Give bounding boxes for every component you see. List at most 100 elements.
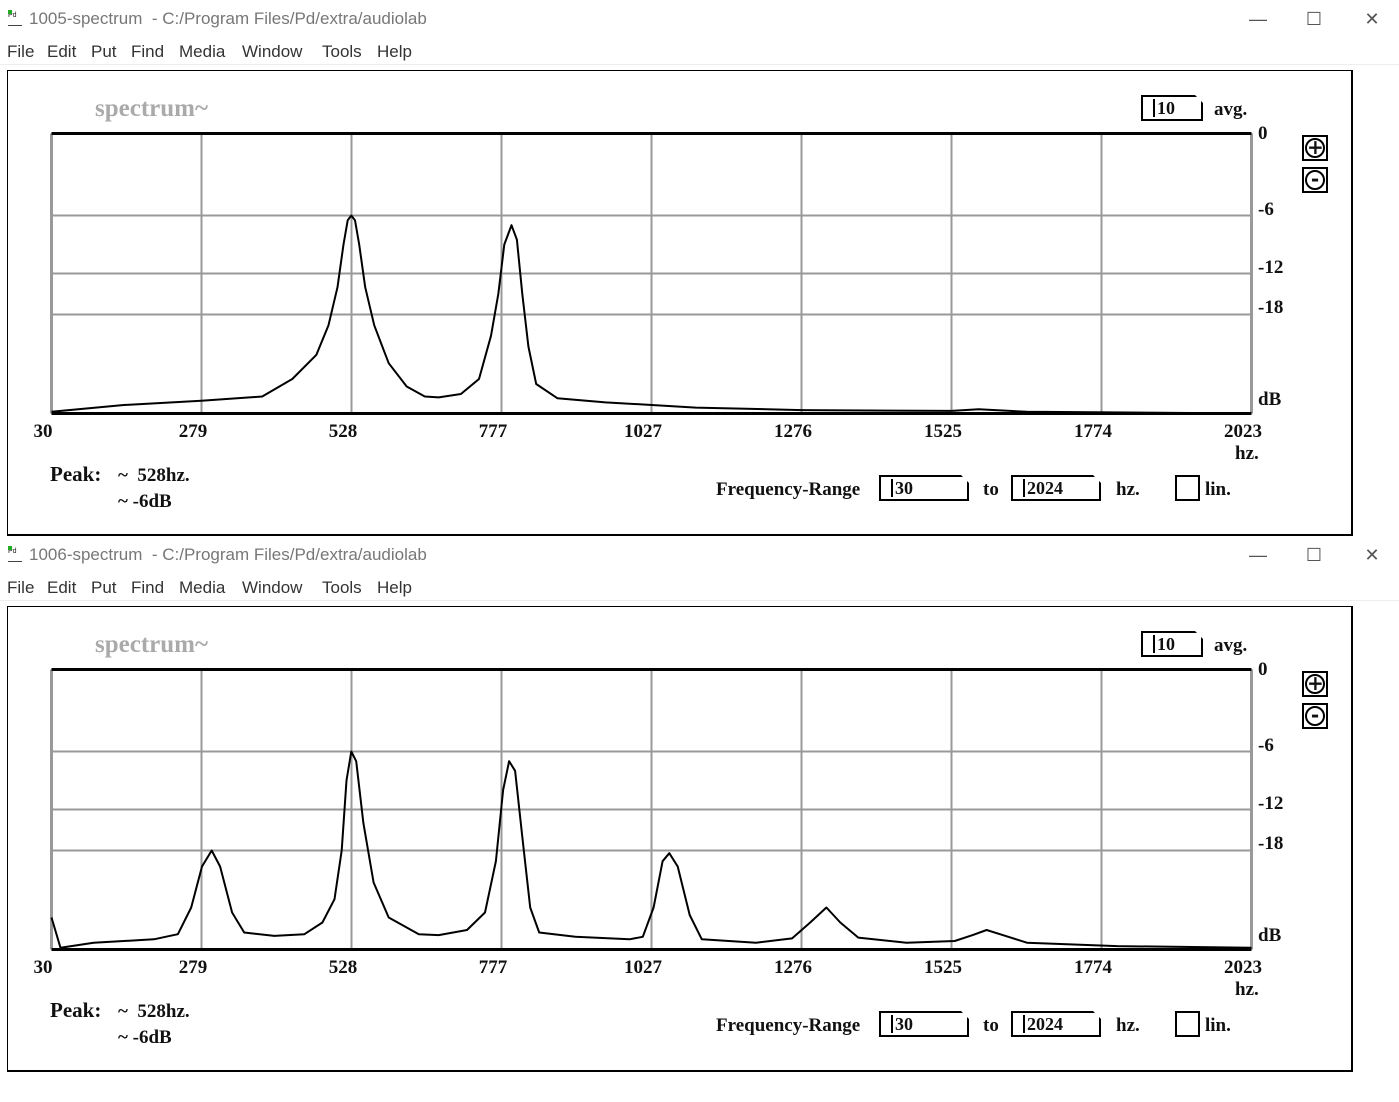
menu-bar: File Edit Put Find Media Window Tools Help xyxy=(0,38,1399,65)
hz-label: hz. xyxy=(1116,479,1140,500)
range-to-value: 2024 xyxy=(1027,478,1063,498)
zoom-in-button[interactable]: + xyxy=(1302,135,1328,161)
menu-file[interactable]: File xyxy=(7,578,35,597)
to-label: to xyxy=(983,479,999,500)
spectrum-line xyxy=(50,750,1252,949)
window-title: 1005-spectrum - C:/Program Files/Pd/extr… xyxy=(29,9,427,28)
avg-number-box[interactable]: 10 xyxy=(1141,631,1203,657)
avg-value: 10 xyxy=(1157,634,1175,654)
x-tick-label: 777 xyxy=(478,421,508,442)
y-tick-label: -18 xyxy=(1258,833,1284,854)
peak-level: ~ -6dB xyxy=(118,491,172,512)
peak-label: Peak: xyxy=(50,462,102,486)
y-tick-label: -6 xyxy=(1258,735,1274,756)
pd-app-icon: Pd xyxy=(8,546,22,562)
avg-value: 10 xyxy=(1157,98,1175,118)
menu-window[interactable]: Window xyxy=(242,42,303,61)
frequency-range-label: Frequency-Range xyxy=(716,479,861,500)
menu-help[interactable]: Help xyxy=(377,42,412,61)
minimize-button[interactable]: — xyxy=(1249,545,1267,565)
patch-canvas: spectrum~ 10 avg. 30 279 528 777 1027 1276 152… xyxy=(7,70,1353,536)
menu-media[interactable]: Media xyxy=(179,578,226,597)
x-tick-label: 1027 xyxy=(624,957,662,978)
title-bar[interactable]: Pd 1006-spectrum - C:/Program Files/Pd/e… xyxy=(0,536,1399,574)
peak-level: ~ -6dB xyxy=(118,1027,172,1048)
x-tick-label: 528 xyxy=(328,421,358,442)
lin-checkbox[interactable] xyxy=(1175,1011,1200,1037)
menu-find[interactable]: Find xyxy=(131,42,165,61)
pd-window: Pd 1006-spectrum - C:/Program Files/Pd/e… xyxy=(0,536,1399,1072)
menu-window[interactable]: Window xyxy=(242,578,303,597)
peak-frequency: ~ 528hz. xyxy=(118,465,190,486)
hz-label: hz. xyxy=(1116,1015,1140,1036)
x-tick-label: 2023 xyxy=(1224,957,1262,978)
menu-put[interactable]: Put xyxy=(91,42,117,61)
plus-icon: + xyxy=(1305,135,1325,159)
x-tick-label: 528 xyxy=(328,957,358,978)
x-tick-label: 279 xyxy=(178,957,208,978)
x-axis-unit: hz. xyxy=(1235,979,1259,1000)
zoom-in-button[interactable]: + xyxy=(1302,671,1328,697)
close-button[interactable]: ✕ xyxy=(1364,9,1380,29)
y-tick-label: -6 xyxy=(1258,199,1274,220)
range-from-box[interactable]: 30 xyxy=(879,475,969,501)
range-from-value: 30 xyxy=(895,478,913,498)
spectrum-title: spectrum~ xyxy=(95,95,208,122)
menu-help[interactable]: Help xyxy=(377,578,412,597)
range-to-box[interactable]: 2024 xyxy=(1011,475,1101,501)
menu-put[interactable]: Put xyxy=(91,578,117,597)
spectrum-line xyxy=(51,214,1252,415)
avg-label: avg. xyxy=(1214,99,1248,120)
maximize-button[interactable]: ☐ xyxy=(1305,545,1323,565)
menu-media[interactable]: Media xyxy=(179,42,226,61)
range-to-value: 2024 xyxy=(1027,1014,1063,1034)
spectrum-plot xyxy=(50,668,1253,951)
range-from-box[interactable]: 30 xyxy=(879,1011,969,1037)
zoom-out-button[interactable]: - xyxy=(1302,703,1328,729)
menu-edit[interactable]: Edit xyxy=(47,578,77,597)
window-title: 1006-spectrum - C:/Program Files/Pd/extr… xyxy=(29,545,427,564)
avg-label: avg. xyxy=(1214,635,1248,656)
x-tick-label: 1774 xyxy=(1074,957,1112,978)
lin-checkbox[interactable] xyxy=(1175,475,1200,501)
range-from-value: 30 xyxy=(895,1014,913,1034)
x-tick-label: 1525 xyxy=(924,421,962,442)
x-tick-label: 1276 xyxy=(774,421,812,442)
plus-icon: + xyxy=(1305,671,1325,695)
maximize-button[interactable]: ☐ xyxy=(1305,9,1323,29)
x-tick-label: 279 xyxy=(178,421,208,442)
x-tick-label: 30 xyxy=(33,957,53,978)
spectrum-plot xyxy=(50,132,1253,415)
menu-file[interactable]: File xyxy=(7,42,35,61)
x-tick-label: 1525 xyxy=(924,957,962,978)
menu-edit[interactable]: Edit xyxy=(47,42,77,61)
pd-app-icon: Pd xyxy=(8,10,22,26)
avg-number-box[interactable]: 10 xyxy=(1141,95,1203,121)
x-tick-label: 777 xyxy=(478,957,508,978)
minimize-button[interactable]: — xyxy=(1249,9,1267,29)
x-tick-label: 1276 xyxy=(774,957,812,978)
frequency-range-label: Frequency-Range xyxy=(716,1015,861,1036)
x-tick-label: 30 xyxy=(33,421,53,442)
y-axis-unit: dB xyxy=(1258,925,1282,946)
menu-bar: File Edit Put Find Media Window Tools Help xyxy=(0,574,1399,601)
y-axis-unit: dB xyxy=(1258,389,1282,410)
peak-frequency: ~ 528hz. xyxy=(118,1001,190,1022)
menu-tools[interactable]: Tools xyxy=(322,578,362,597)
peak-label: Peak: xyxy=(50,998,102,1022)
menu-find[interactable]: Find xyxy=(131,578,165,597)
x-tick-label: 1774 xyxy=(1074,421,1112,442)
menu-tools[interactable]: Tools xyxy=(322,42,362,61)
title-bar[interactable]: Pd 1005-spectrum - C:/Program Files/Pd/e… xyxy=(0,0,1399,38)
range-to-box[interactable]: 2024 xyxy=(1011,1011,1101,1037)
to-label: to xyxy=(983,1015,999,1036)
lin-label: lin. xyxy=(1205,1015,1231,1036)
x-tick-label: 2023 xyxy=(1224,421,1262,442)
patch-canvas: spectrum~ 10 avg. 30 279 528 777 1027 1276 152… xyxy=(7,606,1353,1072)
minus-icon: - xyxy=(1305,169,1325,190)
zoom-out-button[interactable]: - xyxy=(1302,167,1328,193)
pd-window: Pd 1005-spectrum - C:/Program Files/Pd/e… xyxy=(0,0,1399,536)
close-button[interactable]: ✕ xyxy=(1364,545,1380,565)
y-tick-label: -12 xyxy=(1258,257,1284,278)
spectrum-title: spectrum~ xyxy=(95,631,208,658)
